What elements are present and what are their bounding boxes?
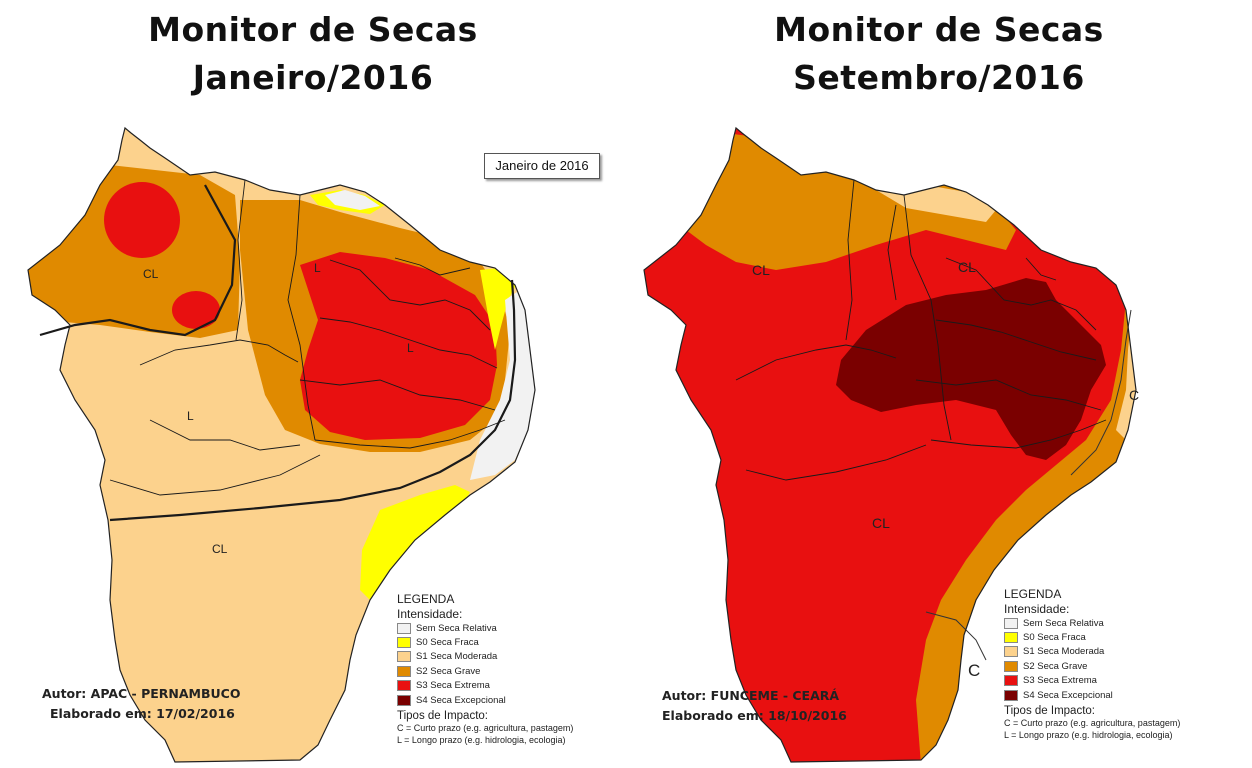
legend-item: S3 Seca Extrema xyxy=(1004,674,1180,688)
legend-swatch xyxy=(1004,646,1018,658)
drought-map-january: CL L L L CL xyxy=(27,126,536,763)
map-credits: Autor: APAC - PERNAMBUCO Elaborado em: 1… xyxy=(42,684,240,724)
legend-intensity-label: Intensidade: xyxy=(1004,602,1070,616)
legend-item: S4 Seca Excepcional xyxy=(1004,688,1180,702)
impact-label-cl: CL xyxy=(212,542,228,556)
impact-label-c: C xyxy=(968,661,980,680)
legend-intensity-label: Intensidade: xyxy=(397,607,463,621)
s0-weak-area-north xyxy=(480,268,516,350)
date-text: Elaborado em: 17/02/2016 xyxy=(50,706,235,721)
state-boundaries xyxy=(735,179,1107,481)
state-boundaries xyxy=(109,179,506,496)
impact-label-l: L xyxy=(314,261,321,275)
map-credits: Autor: FUNCEME - CEARÁ Elaborado em: 18/… xyxy=(662,686,847,726)
legend-item: S2 Seca Grave xyxy=(1004,659,1180,673)
map-panel-september: Monitor de Secas Setembro/2016 xyxy=(626,0,1252,768)
legend-item: S0 Seca Fraca xyxy=(397,635,573,649)
map-panel-january: Monitor de Secas Janeiro/2016 xyxy=(27,10,600,763)
legend-item: S1 Seca Moderada xyxy=(1004,645,1180,659)
impact-label-cl: CL xyxy=(752,262,770,278)
legend-impact-title: Tipos de Impacto: xyxy=(397,710,488,723)
legend-impact-long: L = Longo prazo (e.g. hidrologia, ecolog… xyxy=(1004,730,1173,741)
date-text: Elaborado em: 18/10/2016 xyxy=(662,708,847,723)
legend-swatch xyxy=(397,637,411,649)
region-outline xyxy=(643,126,1137,763)
map-subtitle: Janeiro/2016 xyxy=(192,58,434,97)
legend-swatch xyxy=(1004,632,1018,644)
impact-labels: CL L L L CL xyxy=(143,261,414,556)
author-text: Autor: APAC - PERNAMBUCO xyxy=(42,686,241,701)
legend-item: S4 Seca Excepcional xyxy=(397,693,573,707)
impact-label-cl: CL xyxy=(958,259,976,275)
impact-label-l: L xyxy=(187,409,194,423)
legend-item: S2 Seca Grave xyxy=(397,664,573,678)
legend-swatch xyxy=(1004,689,1018,701)
legend-swatch xyxy=(397,680,411,692)
legend-item: S0 Seca Fraca xyxy=(1004,630,1180,644)
no-drought-area-north xyxy=(325,190,380,210)
legend-item: Sem Seca Relativa xyxy=(397,621,573,635)
s4-exceptional-area xyxy=(836,278,1106,460)
legend-item: S3 Seca Extrema xyxy=(397,679,573,693)
legend-swatch xyxy=(397,651,411,663)
map-legend: LEGENDA Intensidade: Sem Seca Relativa S… xyxy=(397,592,573,746)
legend-swatch xyxy=(1004,660,1018,672)
legend-swatch xyxy=(397,665,411,677)
map-subtitle: Setembro/2016 xyxy=(793,58,1085,97)
legend-item: S1 Seca Moderada xyxy=(397,650,573,664)
drought-map-september: CL CL CL C C xyxy=(643,126,1139,763)
impact-labels: CL CL CL C C xyxy=(752,259,1139,680)
legend-title: LEGENDA xyxy=(397,592,455,606)
impact-label-l: L xyxy=(407,341,414,355)
impact-label-c: C xyxy=(1129,387,1139,403)
legend-swatch xyxy=(1004,675,1018,687)
legend-swatch xyxy=(397,694,411,706)
no-drought-area-east xyxy=(470,290,535,480)
impact-boundaries xyxy=(39,184,517,522)
s3-extreme-area-east xyxy=(300,252,497,440)
s3-extreme-area-west xyxy=(104,182,180,258)
legend-impact-long: L = Longo prazo (e.g. hidrologia, ecolog… xyxy=(397,735,566,746)
s3-extreme-area-small xyxy=(172,291,220,329)
legend-swatch xyxy=(1004,617,1018,629)
map-date-label: Janeiro de 2016 xyxy=(484,153,600,179)
s2-severe-area-east xyxy=(916,300,1136,762)
region-outline xyxy=(27,126,536,763)
legend-swatch xyxy=(397,622,411,634)
legend-impact-short: C = Curto prazo (e.g. agricultura, pasta… xyxy=(397,723,574,734)
legend-title: LEGENDA xyxy=(1004,587,1062,601)
map-legend: LEGENDA Intensidade: Sem Seca Relativa S… xyxy=(1004,587,1180,741)
author-text: Autor: FUNCEME - CEARÁ xyxy=(662,688,840,703)
legend-item: Sem Seca Relativa xyxy=(1004,616,1180,630)
legend-impact-short: C = Curto prazo (e.g. agricultura, pasta… xyxy=(1004,718,1181,729)
legend-impact-title: Tipos de Impacto: xyxy=(1004,705,1095,718)
impact-label-cl: CL xyxy=(872,515,890,531)
map-title: Monitor de Secas xyxy=(148,10,478,49)
map-title: Monitor de Secas xyxy=(774,10,1104,49)
impact-label-cl: CL xyxy=(143,267,159,281)
